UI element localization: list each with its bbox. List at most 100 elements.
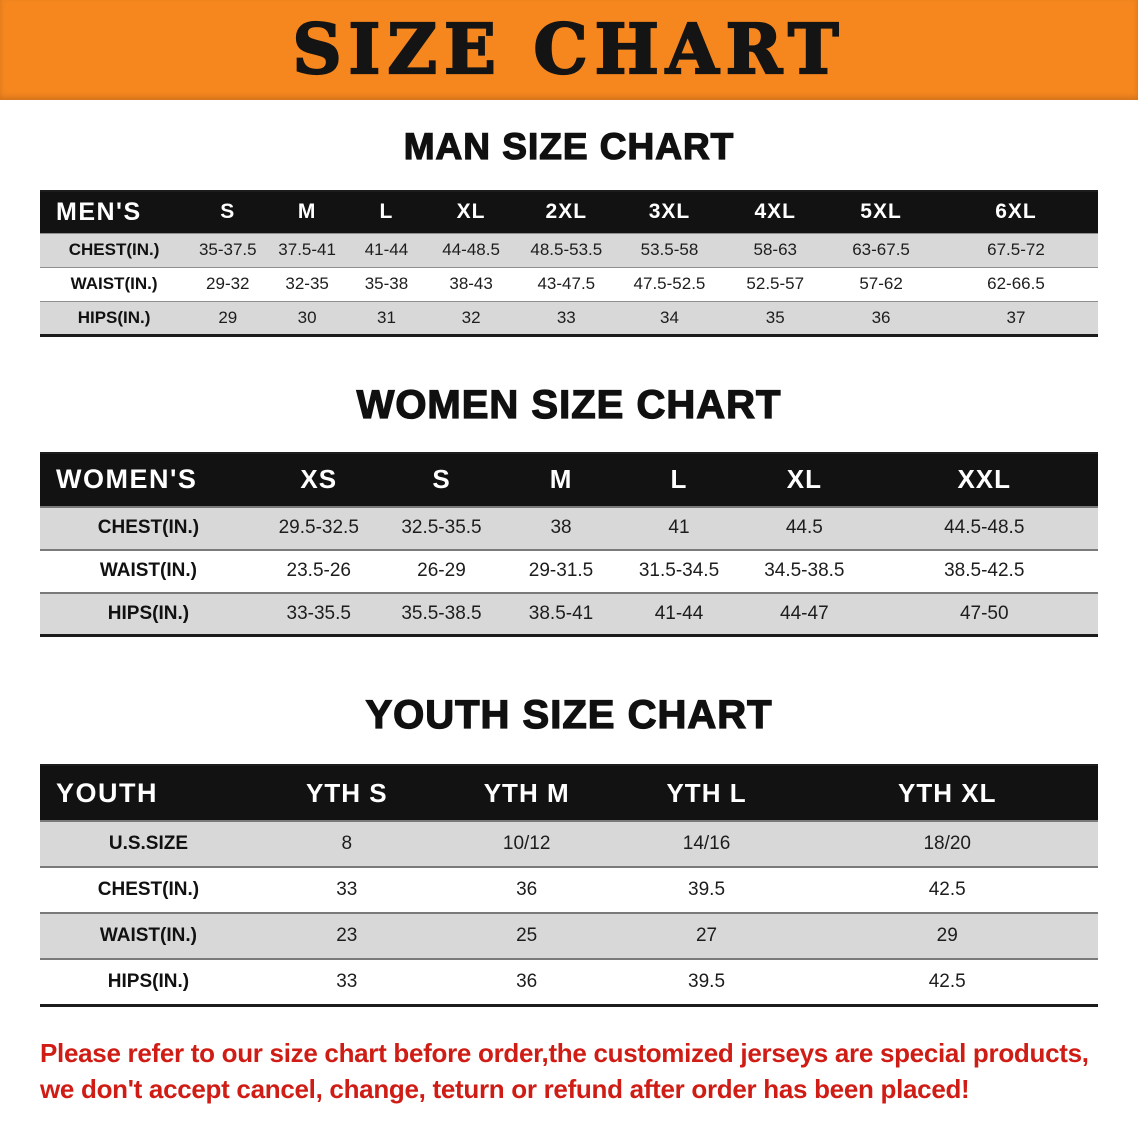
size-header-cell: L — [346, 191, 427, 233]
page-title: SIZE CHART — [291, 9, 846, 91]
value-cell: 63-67.5 — [852, 240, 910, 259]
table-row: HIPS(IN.) 29 30 31 32 33 34 35 36 37 — [40, 301, 1098, 335]
value-cell: 33 — [336, 879, 358, 900]
value-cell: 36 — [871, 307, 891, 327]
row-label-cell: WAIST(IN.) — [70, 274, 158, 293]
table-row: CHEST(IN.) 29.5-32.5 32.5-35.5 38 41 44.5 44.5… — [40, 506, 1098, 550]
banner: SIZE CHART — [0, 0, 1138, 100]
value-cell: 67.5-72 — [987, 240, 1045, 259]
value-cell: 27 — [695, 925, 718, 946]
women-section-heading: WOMEN SIZE CHART — [356, 382, 782, 427]
value-cell: 32 — [461, 307, 481, 327]
size-header-cell: XL — [426, 191, 517, 233]
value-cell: 33-35.5 — [286, 602, 351, 624]
value-cell: 42.5 — [928, 970, 966, 992]
value-cell: 35-38 — [364, 274, 409, 293]
size-header-cell: S — [188, 191, 268, 233]
value-cell: 23 — [336, 925, 358, 946]
value-cell: 25 — [516, 925, 538, 946]
value-cell: 29-32 — [206, 274, 250, 293]
value-cell: 53.5-58 — [640, 240, 699, 259]
table-row: WAIST(IN.) 23.5-26 26-29 29-31.5 31.5-34.5 34… — [40, 549, 1098, 593]
table-title-cell: WOMEN'S — [40, 452, 257, 507]
value-cell: 14/16 — [682, 833, 731, 854]
table-row: WAIST(IN.) 29-32 32-35 35-38 38-43 43-47.5 47.… — [40, 267, 1098, 301]
value-cell: 31 — [377, 307, 396, 327]
value-cell: 35 — [765, 307, 785, 327]
value-cell: 26-29 — [417, 560, 466, 581]
value-cell: 41-44 — [654, 602, 704, 624]
size-header-cell: YTH S — [256, 765, 437, 821]
row-label-cell: HIPS(IN.) — [107, 602, 190, 624]
size-header-cell: S — [380, 452, 503, 507]
men-section-heading: MAN SIZE CHART — [403, 125, 735, 167]
table-title-cell: YOUTH — [40, 765, 257, 821]
row-label-cell: CHEST(IN.) — [68, 240, 160, 259]
men-size-table: MEN'S S M L XL 2XL 3XL 4XL 5XL 6XL CHEST(IN.) 35-37… — [40, 190, 1098, 337]
size-header-cell: YTH M — [436, 765, 617, 821]
value-cell: 44.5 — [785, 517, 823, 538]
value-cell: 57-62 — [859, 274, 903, 293]
table-row: CHEST(IN.) 33 36 39.5 42.5 — [40, 867, 1098, 913]
section-women: WOMEN SIZE CHART WOMEN'S XS S M L XL XXL CHEST(… — [0, 382, 1138, 637]
disclaimer-line-1: Please refer to our size chart before or… — [40, 1037, 1089, 1068]
value-cell: 38 — [550, 517, 572, 538]
value-cell: 33 — [336, 970, 358, 992]
value-cell: 43-47.5 — [537, 274, 596, 293]
size-chart-page: SIZE CHART MAN SIZE CHART MEN'S S M L XL 2XL 3… — [0, 0, 1138, 1108]
value-cell: 44.5-48.5 — [944, 517, 1025, 538]
value-cell: 34.5-38.5 — [764, 560, 845, 581]
value-cell: 47.5-52.5 — [633, 274, 706, 293]
size-header-cell: 6XL — [933, 191, 1098, 233]
size-header-cell: 5XL — [828, 191, 934, 233]
table-row: HIPS(IN.) 33 36 39.5 42.5 — [40, 959, 1098, 1005]
row-label-cell: HIPS(IN.) — [107, 970, 190, 992]
value-cell: 39.5 — [688, 879, 726, 900]
row-label-cell: CHEST(IN.) — [97, 879, 200, 900]
table-header-row: YOUTH YTH S YTH M YTH L YTH XL — [40, 765, 1098, 821]
size-header-cell: 4XL — [722, 191, 829, 233]
size-header-cell: L — [619, 452, 739, 507]
value-cell: 58-63 — [753, 240, 797, 259]
value-cell: 36 — [516, 879, 538, 900]
value-cell: 35-37.5 — [198, 240, 257, 259]
value-cell: 29-31.5 — [528, 560, 594, 581]
value-cell: 35.5-38.5 — [401, 602, 482, 624]
value-cell: 37 — [1006, 307, 1026, 327]
size-header-cell: XL — [738, 452, 871, 507]
value-cell: 10/12 — [502, 833, 551, 854]
table-header-row: WOMEN'S XS S M L XL XXL — [40, 452, 1098, 507]
disclaimer: Please refer to our size chart before or… — [40, 1035, 1138, 1108]
value-cell: 30 — [297, 307, 317, 327]
value-cell: 8 — [341, 833, 353, 854]
table-row: WAIST(IN.) 23 25 27 29 — [40, 913, 1098, 959]
size-header-cell: XXL — [870, 452, 1098, 507]
size-header-cell: YTH XL — [796, 765, 1098, 821]
row-label-cell: CHEST(IN.) — [97, 517, 200, 538]
row-label-cell: WAIST(IN.) — [99, 560, 197, 581]
table-title-cell: MEN'S — [40, 191, 189, 233]
value-cell: 39.5 — [688, 970, 726, 992]
size-header-cell: M — [502, 452, 620, 507]
value-cell: 29 — [218, 307, 238, 327]
youth-size-table: YOUTH YTH S YTH M YTH L YTH XL U.S.SIZE 8 10/12… — [40, 764, 1098, 1007]
table-row: HIPS(IN.) 33-35.5 35.5-38.5 38.5-41 41-44 44-… — [40, 592, 1098, 636]
youth-section-heading: YOUTH SIZE CHART — [365, 692, 773, 737]
value-cell: 32.5-35.5 — [401, 517, 482, 538]
value-cell: 23.5-26 — [286, 560, 351, 581]
size-header-cell: YTH L — [616, 765, 797, 821]
value-cell: 38-43 — [449, 274, 493, 293]
value-cell: 41 — [668, 517, 690, 538]
value-cell: 18/20 — [923, 833, 971, 854]
row-label-cell: HIPS(IN.) — [77, 307, 151, 327]
size-header-cell: 3XL — [616, 191, 723, 233]
value-cell: 34 — [660, 307, 679, 327]
size-header-cell: M — [267, 191, 347, 233]
value-cell: 32-35 — [285, 274, 329, 293]
value-cell: 41-44 — [364, 240, 409, 259]
table-row: CHEST(IN.) 35-37.5 37.5-41 41-44 44-48.5 48.5… — [40, 233, 1098, 267]
section-men: MAN SIZE CHART MEN'S S M L XL 2XL 3XL 4XL 5XL 6XL… — [0, 125, 1138, 337]
value-cell: 47-50 — [959, 602, 1009, 624]
size-header-cell: 2XL — [516, 191, 617, 233]
value-cell: 48.5-53.5 — [530, 240, 603, 259]
